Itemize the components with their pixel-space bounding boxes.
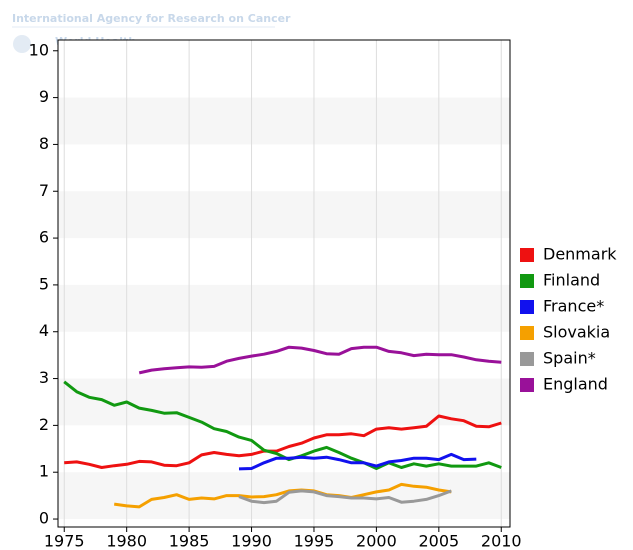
y-tick-label: 4 [39,321,49,340]
x-tick-label: 2005 [418,532,459,550]
legend-swatch [520,248,534,262]
series-line [138,345,502,375]
y-tick-label: 5 [39,274,49,293]
series-line [238,452,477,471]
y-tick-label: 7 [39,181,49,200]
legend-label: Finland [543,271,600,290]
y-tick-label: 0 [39,509,49,528]
header-line: International Agency for Research on Can… [12,12,291,25]
series-line [113,482,452,509]
legend-swatch [520,352,534,366]
band [58,191,510,239]
x-tick-label: 2000 [356,532,397,550]
series-line [238,489,452,505]
x-tick-label: 1990 [231,532,272,550]
legend-label: England [543,375,608,394]
legend-label: Slovakia [543,323,610,342]
series-line [63,380,502,470]
x-tick-label: 1985 [169,532,210,550]
x-tick-label: 1975 [44,532,85,550]
logo [13,35,31,53]
y-tick-label: 10 [29,40,49,59]
y-tick-label: 3 [39,368,49,387]
series-line [64,414,502,469]
legend-swatch [520,300,534,314]
y-tick-label: 1 [39,462,49,481]
legend-swatch [520,274,534,288]
y-tick-label: 9 [39,87,49,106]
legend-label: Denmark [543,245,617,264]
x-tick-label: 1980 [106,532,147,550]
plot-frame [57,39,511,528]
legend-label: France* [543,297,604,316]
legend-label: Spain* [543,349,596,368]
x-tick-label: 1995 [294,532,335,550]
y-tick-label: 8 [39,134,49,153]
legend-swatch [520,378,534,392]
legend-swatch [520,326,534,340]
band [58,284,510,332]
y-tick-label: 2 [39,415,49,434]
y-tick-label: 6 [39,228,49,247]
band [58,97,510,145]
x-tick-label: 2010 [481,532,522,550]
